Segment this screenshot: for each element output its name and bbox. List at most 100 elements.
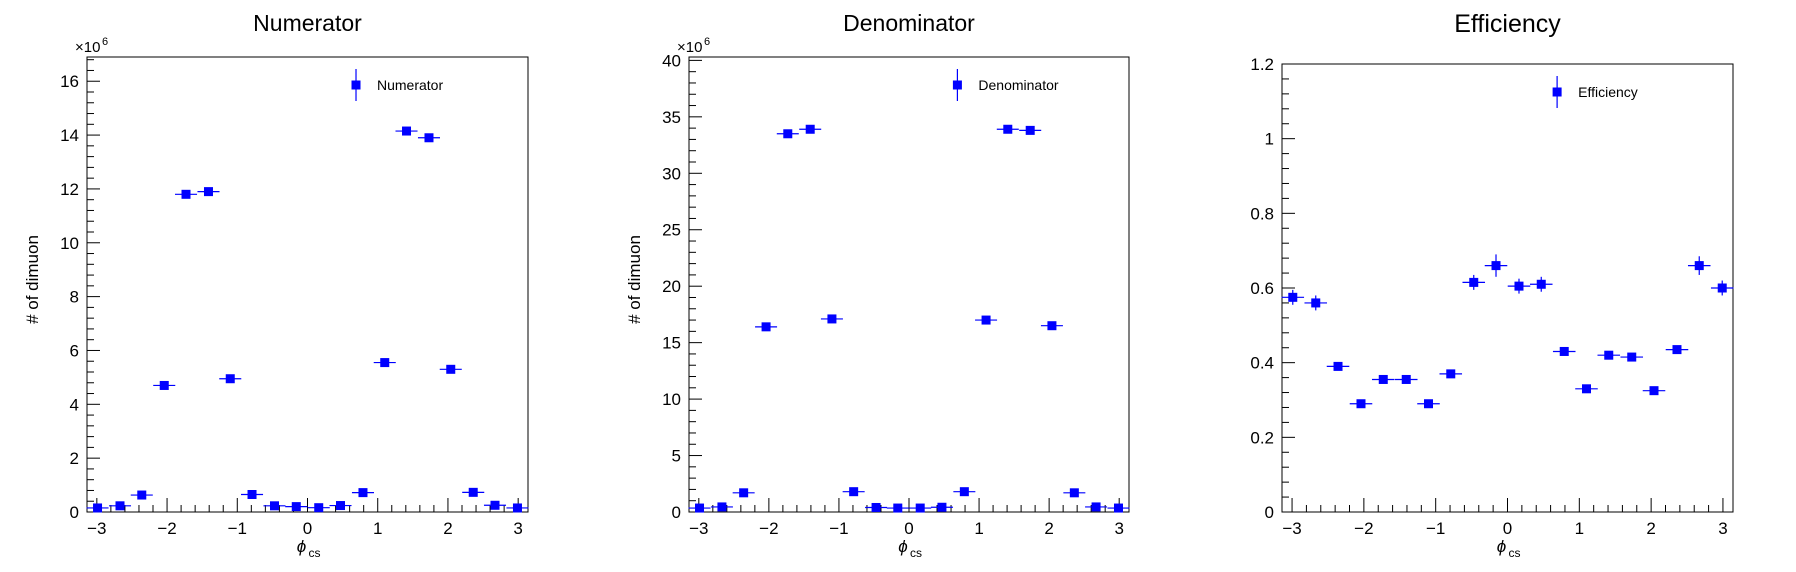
legend-marker xyxy=(351,80,361,90)
plot-frame xyxy=(86,56,529,513)
y-tick-label: 25 xyxy=(662,221,681,240)
chart-panel-2: Denominator−3 −2 −1 0 1 2 30510152025303540×10… xyxy=(625,10,1130,560)
data-marker xyxy=(981,315,991,325)
data-point xyxy=(1019,125,1042,135)
x-axis-label-subscript: cs xyxy=(910,546,922,560)
data-marker xyxy=(1288,292,1298,302)
x-tick-label: 3 xyxy=(513,519,522,538)
chart-title: Numerator xyxy=(253,10,362,36)
y-tick-label: 0.6 xyxy=(1250,279,1274,298)
data-marker xyxy=(805,124,815,134)
data-marker xyxy=(269,501,279,511)
legend-label: Efficiency xyxy=(1578,84,1638,100)
data-marker xyxy=(1581,384,1591,394)
data-point xyxy=(930,502,953,512)
chart-title: Efficiency xyxy=(1454,10,1561,38)
data-marker xyxy=(1717,283,1727,293)
data-point xyxy=(1326,361,1350,371)
data-point xyxy=(1439,369,1463,379)
data-point xyxy=(953,487,976,497)
x-tick-label: −1 xyxy=(829,519,848,538)
y-tick-label: 5 xyxy=(672,447,681,466)
data-marker xyxy=(761,322,771,332)
x-tick-label: −3 xyxy=(1282,519,1301,538)
x-tick-label: 1 xyxy=(974,519,983,538)
data-point xyxy=(710,502,733,512)
data-marker xyxy=(849,487,859,497)
data-marker xyxy=(203,187,213,197)
y-exponent-label: ×10 xyxy=(677,39,702,56)
plot-frame xyxy=(1281,63,1734,513)
legend: Efficiency xyxy=(1552,76,1638,108)
y-tick-label: 1 xyxy=(1265,130,1274,149)
y-tick-label: 12 xyxy=(60,180,79,199)
x-axis-label: ϕ xyxy=(898,537,907,556)
data-point xyxy=(174,189,198,199)
y-exponent-power: 6 xyxy=(102,36,108,48)
data-marker xyxy=(490,500,500,510)
data-marker xyxy=(314,503,324,513)
data-marker xyxy=(336,501,346,511)
x-tick-label: 3 xyxy=(1114,519,1123,538)
data-marker xyxy=(358,488,368,498)
data-marker xyxy=(291,502,301,512)
data-point xyxy=(732,488,755,498)
data-marker xyxy=(181,189,191,199)
x-tick-label: 1 xyxy=(1575,519,1584,538)
data-marker xyxy=(1025,125,1035,135)
data-marker xyxy=(1469,277,1479,287)
data-marker xyxy=(827,314,837,324)
data-point xyxy=(1394,374,1418,384)
y-tick-label: 0.2 xyxy=(1250,428,1274,447)
data-point xyxy=(197,187,220,197)
data-point xyxy=(1575,384,1598,394)
data-marker xyxy=(871,502,881,512)
x-tick-label: −1 xyxy=(228,519,247,538)
data-point xyxy=(153,380,176,390)
x-axis-label: ϕ xyxy=(297,537,306,556)
x-axis-label-subscript: cs xyxy=(1509,546,1521,560)
data-marker xyxy=(1401,374,1411,384)
x-tick-label: −2 xyxy=(157,519,176,538)
x-tick-label: 1 xyxy=(373,519,382,538)
data-marker xyxy=(1047,321,1057,331)
data-marker xyxy=(893,503,903,513)
data-marker xyxy=(424,133,434,143)
y-tick-label: 40 xyxy=(662,51,681,70)
data-marker xyxy=(783,129,793,139)
data-marker xyxy=(402,126,412,136)
legend: Numerator xyxy=(351,69,443,101)
data-point xyxy=(755,322,778,332)
y-tick-label: 0.8 xyxy=(1250,204,1274,223)
data-point xyxy=(285,502,308,512)
data-marker xyxy=(739,488,749,498)
data-marker xyxy=(717,502,727,512)
data-point xyxy=(1687,256,1711,275)
x-axis-label-subscript: cs xyxy=(309,546,321,560)
data-point xyxy=(395,126,418,136)
data-marker xyxy=(468,487,478,497)
data-marker xyxy=(1378,374,1388,384)
data-point xyxy=(1620,352,1644,362)
data-point xyxy=(373,358,396,368)
data-marker xyxy=(1113,503,1123,513)
data-point xyxy=(1085,502,1108,512)
y-exponent-power: 6 xyxy=(704,36,710,48)
data-marker xyxy=(137,490,147,500)
data-marker xyxy=(247,490,257,499)
y-tick-label: 0.4 xyxy=(1250,354,1274,373)
data-point xyxy=(439,364,462,374)
data-marker xyxy=(1604,350,1614,360)
series-1 xyxy=(86,126,529,513)
data-marker xyxy=(937,502,947,512)
x-tick-label: 0 xyxy=(904,519,913,538)
data-marker xyxy=(1559,346,1569,356)
x-tick-label: 3 xyxy=(1718,519,1727,538)
data-marker xyxy=(446,364,456,374)
x-tick-label: 0 xyxy=(1503,519,1512,538)
data-point xyxy=(1417,399,1440,409)
data-marker xyxy=(380,358,390,368)
y-tick-label: 30 xyxy=(662,164,681,183)
data-point xyxy=(776,129,799,139)
